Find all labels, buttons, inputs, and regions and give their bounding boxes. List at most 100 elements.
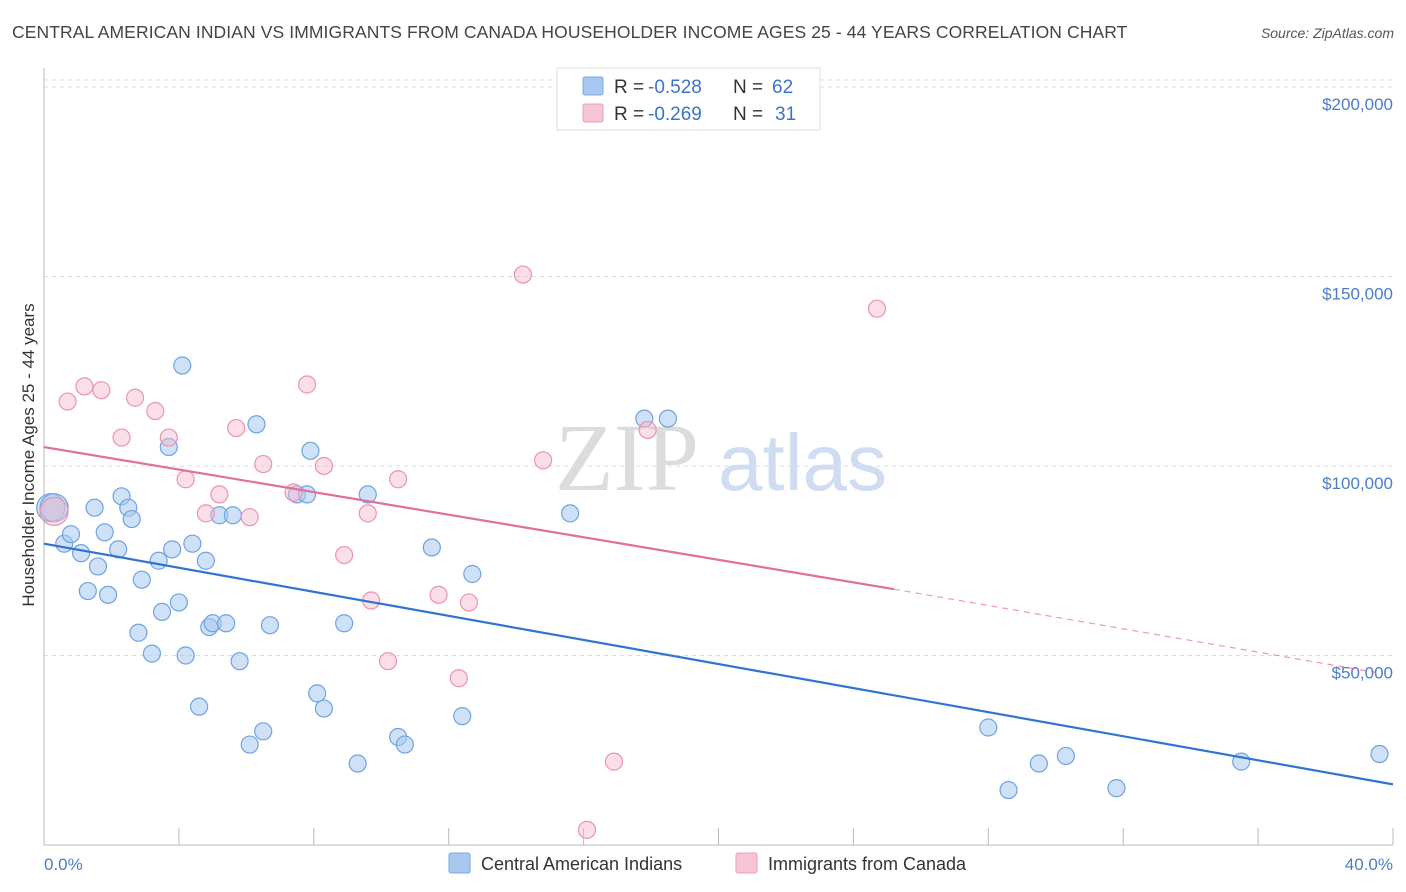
point-s0-19 [159,437,178,457]
watermark-atlas: atlas [718,418,887,507]
point-s0-40 [308,684,327,703]
point-s1-30 [867,299,887,318]
point-s0-25 [190,697,209,716]
legend-r-value-blue: -0.528 [648,77,702,98]
point-s0-4 [71,544,91,563]
point-s1-3 [92,381,111,400]
point-s0-36 [260,616,280,635]
point-s0-15 [132,570,151,589]
trend-extension-s1 [893,588,1377,674]
point-s0-53 [979,718,998,737]
bottom-legend-swatch-blue [448,852,471,874]
point-s1-25 [513,265,532,284]
x-tick-label-min: 0.0% [44,855,83,874]
y-tick-labels: $50,000 $100,000 $150,000 $200,000 [1322,95,1393,683]
point-s0-44 [358,485,377,504]
legend-swatch-pink [582,103,604,123]
point-s0-9 [98,585,118,604]
point-s1-28 [604,752,624,771]
point-s1-26 [534,451,553,470]
point-s1-24 [459,593,479,612]
legend-n-label-pink: N = [733,104,763,125]
point-s0-31 [223,506,242,525]
point-s0-35 [254,722,273,741]
point-s0-50 [561,504,580,523]
point-s1-17 [335,545,354,565]
point-s0-24 [183,534,202,553]
y-tick-label-3: $200,000 [1322,95,1393,114]
point-s0-8 [95,523,114,542]
point-s0-42 [335,614,354,633]
point-s1-11 [227,418,246,438]
y-tick-label-0: $50,000 [1332,663,1393,682]
point-s1-7 [159,428,178,447]
point-s0-3 [61,525,81,544]
chart-title: CENTRAL AMERICAN INDIAN VS IMMIGRANTS FR… [12,22,1128,42]
point-s0-46 [395,735,414,754]
point-s1-1 [58,392,77,411]
point-s0-20 [163,540,182,559]
point-s1-18 [358,504,377,523]
bottom-legend-swatch-pink [735,852,758,874]
legend-box: R = -0.528 N = 62 R = -0.269 N = 31 [556,67,821,131]
point-s0-39 [301,441,320,460]
point-s0-7 [88,557,108,576]
y-axis-title: Householder Income Ages 25 - 44 years [19,303,38,606]
grid [44,79,1393,656]
point-s0-21 [169,593,188,612]
legend-r-value-pink: -0.269 [648,104,702,125]
point-s1-6 [146,401,165,421]
point-s1-27 [577,820,597,839]
watermark: ZIP atlas [555,404,887,511]
legend-swatch-blue [582,76,604,96]
legend-n-value-pink: 31 [775,104,796,125]
point-s0-56 [1056,746,1075,766]
y-tick-label-1: $100,000 [1322,474,1393,493]
point-s0-55 [1029,754,1048,773]
watermark-zip: ZIP [555,404,699,511]
point-s1-12 [240,508,259,527]
point-s0-14 [129,623,148,642]
point-s0-57 [1107,779,1126,798]
point-s0-5 [78,581,97,601]
point-s0-13 [122,509,141,529]
point-s0-43 [348,754,367,773]
point-s1-14 [284,483,303,502]
point-s1-13 [254,454,273,474]
point-s1-9 [196,504,215,523]
point-s1-8 [176,470,195,489]
point-s1-15 [297,375,317,394]
legend-r-label-blue: R = [614,77,644,98]
point-s1-20 [378,652,398,671]
point-s0-17 [149,551,168,570]
point-s1-5 [125,388,145,407]
point-s0-47 [422,538,441,557]
trend-line-s0 [43,542,1394,786]
point-s0-33 [240,735,259,754]
point-s0-34 [247,415,266,434]
point-s0-52 [658,409,678,428]
point-s0-49 [463,564,482,584]
point-s1-21 [389,470,408,489]
point-s0-32 [230,652,249,671]
point-s0-59 [1370,744,1389,764]
point-s1-2 [75,377,94,396]
bottom-legend-label-blue: Central American Indians [481,854,682,874]
point-s0-16 [142,644,162,663]
point-s0-22 [173,356,192,375]
axes [43,68,1394,846]
x-tick-label-max: 40.0% [1345,855,1393,874]
point-s1-23 [449,669,468,688]
series-1-points [39,265,887,839]
trend-line-s1 [43,445,895,591]
trend-lines [43,445,1394,786]
bottom-legend: Central American Indians Immigrants from… [448,852,967,874]
legend-n-label-blue: N = [733,77,763,98]
point-s0-41 [314,699,334,718]
point-s0-54 [999,780,1018,800]
point-s0-18 [152,602,172,622]
point-s1-0 [39,496,69,527]
point-s0-51 [635,409,654,428]
point-s1-10 [210,485,229,504]
